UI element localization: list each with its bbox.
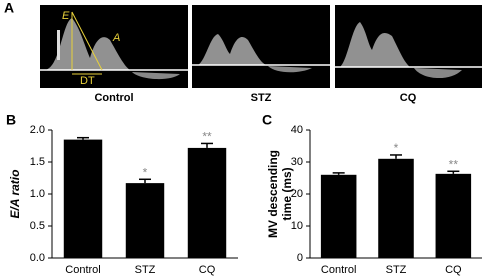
x-tick-label: Control [321, 264, 356, 276]
y-axis-label: MV descending [266, 150, 280, 238]
significance-label: ** [202, 130, 212, 144]
annotation: DT [80, 75, 95, 87]
y-tick-label: 2.0 [30, 124, 45, 136]
y-tick-label: 0.0 [30, 252, 45, 264]
y-tick-label: 1.0 [30, 188, 45, 200]
y-tick-label: 1.5 [30, 156, 45, 168]
bar [63, 139, 103, 258]
y-tick-label: 40 [291, 124, 303, 136]
y-tick-label: 30 [291, 156, 303, 168]
bar [187, 147, 227, 258]
bar [125, 183, 165, 258]
x-tick-label: Control [65, 264, 100, 276]
y-tick-label: 20 [291, 188, 303, 200]
significance-label: * [143, 165, 148, 179]
x-tick-label: CQ [445, 264, 462, 276]
x-tick-label: STZ [386, 264, 407, 276]
significance-label: ** [449, 157, 459, 171]
x-tick-label: STZ [135, 264, 156, 276]
doppler-image [335, 5, 482, 88]
bar [320, 174, 357, 258]
image-caption: STZ [251, 92, 272, 104]
significance-label: * [394, 141, 399, 155]
panel-label: C [262, 112, 272, 128]
y-tick-label: 0 [297, 252, 303, 264]
doppler-image [40, 5, 188, 88]
image-caption: Control [94, 92, 133, 104]
panel-label: B [6, 112, 16, 128]
x-tick-label: CQ [199, 264, 216, 276]
annotation: E [62, 10, 70, 22]
bar [378, 158, 414, 258]
y-tick-label: 0.5 [30, 220, 45, 232]
annotation: A [112, 32, 120, 44]
y-axis-label: time (ms) [280, 167, 294, 220]
bar [435, 173, 472, 258]
image-caption: CQ [400, 92, 417, 104]
y-tick-label: 10 [291, 220, 303, 232]
panel-label: A [4, 0, 14, 16]
doppler-image [192, 5, 330, 88]
y-axis-label: E/A ratio [8, 170, 22, 219]
